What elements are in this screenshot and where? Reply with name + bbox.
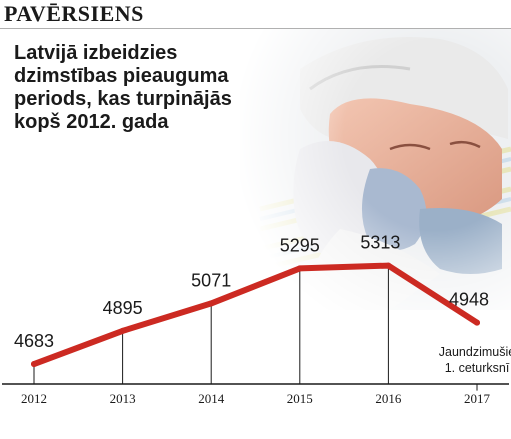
data-label-2017: 4948 xyxy=(449,290,489,310)
data-point-2016 xyxy=(385,262,392,269)
header-band: PAVĒRSIENS xyxy=(0,0,511,28)
data-label-2016: 5313 xyxy=(360,233,400,253)
annotation-line-1: Jaundzimušie xyxy=(439,345,511,359)
newborn-photo xyxy=(240,29,511,310)
x-tick-2016: 2016 xyxy=(375,391,402,406)
data-point-2014 xyxy=(208,300,215,307)
header-divider xyxy=(0,28,511,29)
x-tick-2014: 2014 xyxy=(198,391,225,406)
x-tick-2013: 2013 xyxy=(110,391,136,406)
data-point-2015 xyxy=(296,265,303,272)
data-label-2013: 4895 xyxy=(103,298,143,318)
data-label-2014: 5071 xyxy=(191,270,231,290)
x-tick-2017: 2017 xyxy=(464,391,491,406)
annotation-backdrop xyxy=(423,342,511,378)
annotation-line-2: 1. ceturksnī xyxy=(445,361,510,375)
data-label-2012: 4683 xyxy=(14,331,54,351)
x-tick-2012: 2012 xyxy=(21,391,47,406)
headline: Latvijā izbeidzies dzimstības pieauguma … xyxy=(14,42,232,133)
data-point-2013 xyxy=(119,327,126,334)
x-tick-2015: 2015 xyxy=(287,391,313,406)
series-line xyxy=(31,262,480,368)
data-point-2012 xyxy=(31,361,37,368)
data-label-2015: 5295 xyxy=(280,235,320,255)
data-point-2017 xyxy=(474,319,480,326)
section-label: PAVĒRSIENS xyxy=(4,1,144,26)
